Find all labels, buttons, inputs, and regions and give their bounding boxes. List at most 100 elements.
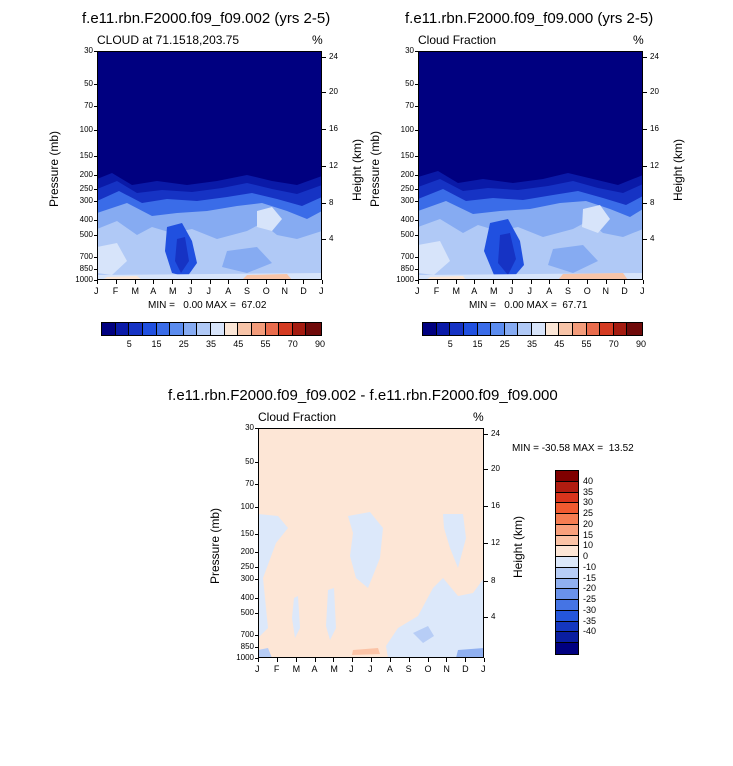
panel2-height-tick: 12 [650, 160, 659, 170]
panel3-pressure-tick: 100 [240, 501, 254, 511]
colorbar1-swatch [182, 322, 199, 336]
panel1-pressure-tickmark [94, 269, 97, 271]
panel3-pressure-tick: 70 [245, 478, 254, 488]
panel3-month-tickmark [427, 658, 429, 662]
panel1-height-tick: 24 [329, 51, 338, 61]
panel2-pressure-tick: 30 [405, 46, 414, 55]
colorbar2-label: 45 [554, 339, 565, 349]
panel1-y2label: Height (km) [350, 138, 364, 201]
panel1-month-tick: F [112, 286, 119, 296]
panel2-pressure-tick: 500 [400, 229, 414, 239]
panel1-pressure-tickmark [94, 174, 97, 176]
colorbar1-swatch [237, 322, 254, 336]
panel1-height-tick: 20 [329, 87, 338, 97]
colorbar1-swatch [128, 322, 145, 336]
colorbar3-swatch [555, 469, 579, 484]
panel2-pressure-tickmark [415, 201, 418, 203]
panel3-title: f.e11.rbn.F2000.f09_f09.002 - f.e11.rbn.… [168, 387, 558, 404]
panel1-month-tickmark [153, 280, 155, 284]
panel3-pressure-tickmark [255, 533, 258, 535]
panel1-pressure-tickmark [94, 201, 97, 203]
colorbar2-swatch [421, 322, 439, 336]
panel1-height-tickmark [322, 238, 326, 240]
panel1-pressure-tickmark [94, 129, 97, 131]
panel1-subtitle: CLOUD at 71.1518,203.75 [97, 33, 240, 47]
panel1-month-tickmark [115, 280, 117, 284]
panel3-month-tick: J [481, 664, 486, 674]
panel1-pressure-tickmark [94, 106, 97, 108]
panel2-month-tickmark [530, 280, 532, 284]
panel3-month-tick: M [330, 664, 338, 674]
panel2-pressure-tickmark [415, 269, 418, 271]
panel1-pressure-tick: 150 [79, 151, 93, 161]
panel2-pressure-tickmark [415, 280, 418, 281]
panel2-pressure-tickmark [415, 129, 418, 131]
panel2-blue-core-2 [498, 233, 516, 275]
panel1-pressure-tick: 70 [84, 101, 93, 111]
panel2-pressure-tick: 300 [400, 196, 414, 206]
panel3-month-tick: A [386, 664, 393, 674]
colorbar3-label: -40 [583, 626, 597, 637]
panel3-month-tick: J [368, 664, 373, 674]
panel2-pressure-tick: 150 [400, 151, 414, 161]
panel2-height-tick: 16 [650, 123, 659, 133]
panel1-pressure-tick: 50 [84, 79, 93, 89]
panel2-month-tickmark [605, 280, 607, 284]
panel2-month-tickmark [549, 280, 551, 284]
panel2-pressure-tickmark [415, 156, 418, 158]
colorbar1-swatch [209, 322, 227, 336]
colorbar3-label: 40 [583, 475, 594, 486]
panel2-month-tick: J [640, 286, 645, 296]
panel1-pressure-tickmark [94, 280, 97, 281]
panel1-month-tickmark [303, 280, 305, 284]
panel3-month-tick: D [462, 664, 469, 674]
colorbar3-swatch [555, 599, 579, 613]
panel3-month-tick: M [292, 664, 301, 674]
panel2-height-tickmark [643, 238, 647, 240]
panel2-height-tickmark [643, 165, 647, 167]
colorbar1-swatch [155, 322, 172, 336]
colorbar3-swatch [555, 491, 579, 505]
panel3-plot [258, 428, 484, 658]
panel1-month-tick: M [131, 286, 140, 296]
panel1-month-tick: A [225, 286, 232, 296]
colorbar3-swatch [555, 642, 579, 656]
panel2-height-tick: 4 [650, 233, 655, 243]
panel3-pressure-tickmark [255, 506, 258, 508]
panel3-pressure-tickmark [255, 647, 258, 649]
panel3-neg-bottom-left [258, 648, 272, 658]
panel2-pressure-tickmark [415, 234, 418, 236]
panel3-height-tickmark [484, 543, 488, 544]
panel3-pressure-tickmark [255, 428, 258, 429]
panel2-height-tick: 8 [650, 198, 655, 208]
colorbar3-swatch [555, 556, 579, 570]
panel2-title: f.e11.rbn.F2000.f09_f09.000 (yrs 2-5) [405, 10, 654, 27]
panel2-month-tickmark [493, 280, 494, 284]
panel2-pressure-tick: 50 [405, 79, 414, 89]
colorbar3-swatch [555, 502, 579, 516]
colorbar1-label: 5 [126, 339, 132, 349]
panel3-pressure-tickmark [255, 552, 258, 554]
panel3-height-tick: 12 [491, 538, 500, 547]
panel2-pressure-tickmark [415, 220, 418, 222]
colorbar3-label: -15 [583, 572, 597, 583]
panel3-pressure-tickmark [255, 658, 258, 659]
colorbar2-label: 90 [635, 339, 646, 349]
colorbar1-swatch [223, 322, 240, 336]
panel2-month-tickmark [568, 280, 569, 284]
panel3-pressure-tick: 200 [240, 547, 254, 557]
colorbar3-swatch [555, 577, 579, 591]
panel1-height-tickmark [322, 92, 326, 94]
panel2-pressure-tick: 700 [400, 251, 414, 261]
panel1-height-tickmark [322, 203, 326, 205]
panel1-month-tickmark [228, 280, 230, 284]
panel2-mid-patch [548, 245, 598, 273]
panel1-pressure-tickmark [94, 220, 97, 222]
panel1-ylabel: Pressure (mb) [47, 130, 61, 207]
panel1-month-tickmark [265, 280, 267, 284]
colorbar1-label: 55 [260, 339, 271, 349]
panel1-pressure-tick: 200 [79, 169, 93, 179]
colorbar3-label: 0 [583, 551, 589, 562]
panel3-month-tick: F [273, 664, 280, 674]
panel3-month-tick: N [443, 664, 450, 674]
